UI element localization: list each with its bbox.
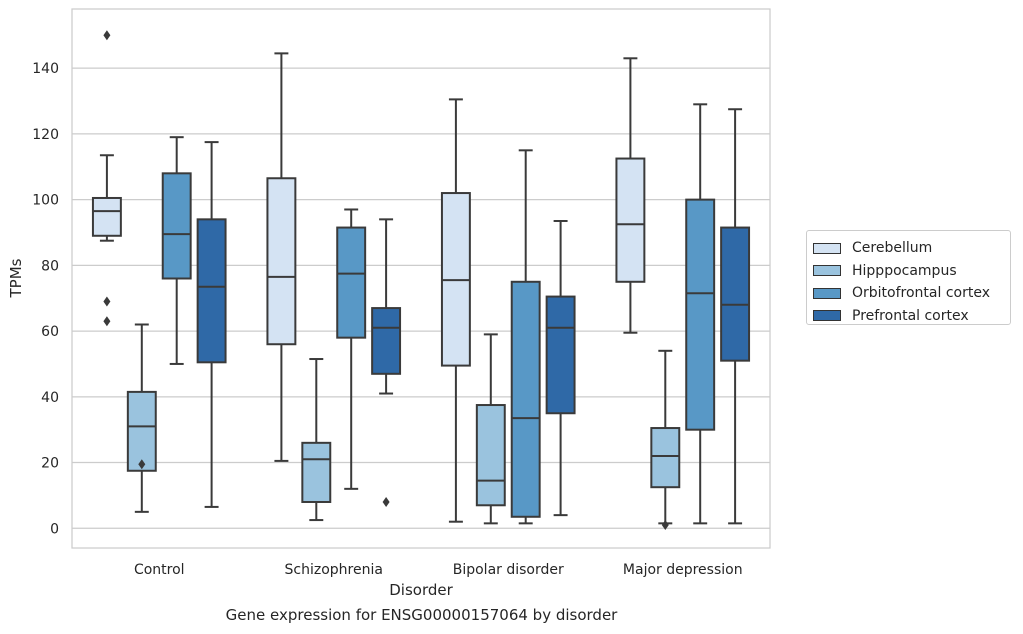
- box-iqr: [545, 295, 576, 415]
- y-tick-label: 40: [41, 390, 59, 406]
- legend-swatch: [813, 242, 841, 254]
- x-tick-label: Control: [134, 562, 185, 578]
- box-iqr: [475, 404, 506, 507]
- x-tick-label: Schizophrenia: [285, 562, 383, 578]
- legend-label: Prefrontal cortex: [852, 307, 969, 324]
- legend-item-cerebellum: Cerebellum: [813, 237, 1010, 260]
- box-iqr: [720, 226, 751, 362]
- box-3-1: [650, 349, 681, 530]
- legend-item-orbitofrontal-cortex: Orbitofrontal cortex: [813, 282, 1010, 305]
- box-iqr: [301, 441, 332, 503]
- box-2-1: [475, 333, 506, 525]
- y-tick-label: 80: [41, 258, 59, 274]
- box-1-0: [266, 52, 297, 462]
- box-1-2: [336, 208, 367, 490]
- box-iqr: [371, 307, 402, 375]
- boxplots: [91, 30, 751, 530]
- box-iqr: [615, 157, 646, 283]
- x-tick-label: Major depression: [623, 562, 743, 578]
- legend-item-hippocampus: Hipppocampus: [813, 260, 1010, 283]
- box-iqr: [685, 198, 716, 431]
- outlier-point: [103, 30, 111, 41]
- y-tick-label: 20: [41, 456, 59, 472]
- y-tick-label: 120: [32, 127, 59, 143]
- y-tick-label: 140: [32, 61, 59, 77]
- outlier-point: [103, 316, 111, 327]
- legend-label: Hipppocampus: [852, 262, 957, 279]
- outlier-point: [138, 459, 146, 470]
- y-tick-label: 60: [41, 324, 59, 340]
- legend-swatch: [813, 310, 841, 322]
- box-iqr: [266, 177, 297, 346]
- x-tick-label: Bipolar disorder: [453, 562, 564, 578]
- box-2-2: [510, 149, 541, 525]
- x-axis-label: Disorder: [389, 581, 453, 599]
- outlier-point: [661, 519, 669, 530]
- box-iqr: [336, 226, 367, 339]
- y-axis-label: TPMs: [7, 258, 25, 298]
- box-2-0: [440, 98, 471, 523]
- box-0-1: [126, 323, 157, 513]
- box-3-3: [720, 108, 751, 525]
- box-2-3: [545, 219, 576, 517]
- plot-frame: [71, 8, 771, 549]
- box-iqr: [161, 172, 192, 280]
- box-3-0: [615, 57, 646, 334]
- box-iqr: [126, 390, 157, 472]
- y-tick-label: 0: [50, 521, 59, 537]
- box-0-3: [196, 141, 227, 508]
- y-tick-label: 100: [32, 193, 59, 209]
- figure-caption: Gene expression for ENSG00000157064 by d…: [225, 606, 618, 624]
- box-3-2: [685, 103, 716, 525]
- legend-swatch: [813, 287, 841, 299]
- box-1-1: [301, 358, 332, 522]
- box-iqr: [91, 196, 122, 237]
- outlier-point: [382, 496, 390, 507]
- legend: Cerebellum Hipppocampus Orbitofrontal co…: [806, 230, 1011, 325]
- box-1-3: [371, 218, 402, 507]
- legend-swatch: [813, 265, 841, 277]
- y-tick-labels: 0 20 40 60 80 100 120 140: [32, 61, 59, 537]
- box-0-2: [161, 136, 192, 365]
- box-iqr: [196, 218, 227, 364]
- legend-label: Orbitofrontal cortex: [852, 285, 990, 302]
- legend-item-prefrontal-cortex: Prefrontal cortex: [813, 305, 1010, 328]
- x-tick-labels: Control Schizophrenia Bipolar disorder Majo…: [134, 562, 743, 578]
- outlier-point: [103, 296, 111, 307]
- box-0-0: [91, 30, 122, 327]
- box-iqr: [510, 280, 541, 518]
- box-iqr: [650, 427, 681, 489]
- legend-label: Cerebellum: [852, 240, 933, 257]
